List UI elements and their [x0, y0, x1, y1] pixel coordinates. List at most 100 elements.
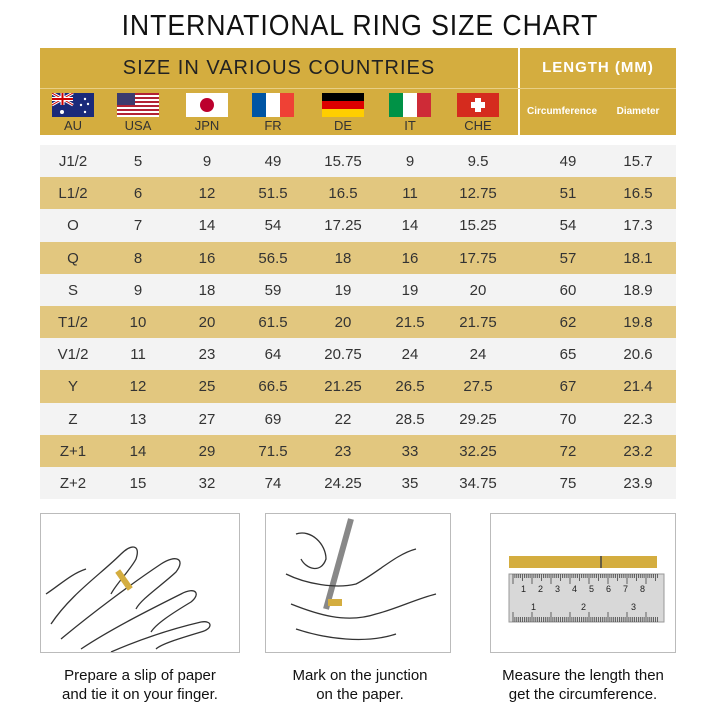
- cell-fr: 51.5: [258, 185, 288, 203]
- table-row: V1/2 11 23 64 20.75 24 24 65 20.6: [40, 338, 676, 370]
- cell-fr: 49: [264, 153, 282, 170]
- cell-diameter: 18.1: [623, 249, 653, 267]
- usa-flag-icon: [117, 93, 159, 117]
- cell-fr: 71.5: [258, 442, 288, 460]
- table-row: O 7 14 54 17.25 14 15.25 54 17.3: [40, 209, 676, 241]
- cell-circumference: 49: [559, 153, 577, 170]
- cell-au: O: [67, 217, 79, 235]
- cell-jpn: 23: [198, 346, 216, 364]
- cell-che: 20: [469, 281, 487, 299]
- ruler-inch-label: 6: [606, 584, 611, 594]
- country-it: IT: [404, 118, 416, 133]
- cell-it: 26.5: [395, 378, 425, 396]
- header-divider: [518, 48, 520, 135]
- cell-circumference: 62: [559, 313, 577, 331]
- ruler-measure-icon: 1 2 3 4 5 6 7 81 2 3: [508, 556, 665, 623]
- cell-au: V1/2: [57, 346, 89, 364]
- cell-jpn: 32: [198, 474, 216, 492]
- switzerland-flag-icon: [457, 93, 499, 117]
- cell-it: 28.5: [395, 410, 425, 428]
- cell-jpn: 27: [198, 410, 216, 428]
- cell-che: 32.25: [459, 442, 497, 460]
- cell-usa: 15: [129, 474, 147, 492]
- cell-de: 22: [334, 410, 352, 428]
- cell-diameter: 23.9: [623, 474, 653, 492]
- australia-flag-icon: [52, 93, 94, 117]
- table-row: Q 8 16 56.5 18 16 17.75 57 18.1: [40, 241, 676, 274]
- cell-it: 35: [401, 474, 419, 492]
- cell-usa: 14: [129, 442, 147, 460]
- germany-flag-icon: [322, 93, 364, 117]
- cell-diameter: 21.4: [623, 378, 653, 396]
- japan-flag-icon: [186, 93, 228, 117]
- cell-it: 19: [401, 281, 419, 299]
- hand-marking-paper-icon: [285, 518, 437, 641]
- step1-illustration: [40, 513, 240, 653]
- cell-jpn: 25: [198, 378, 216, 396]
- cell-circumference: 65: [559, 346, 577, 364]
- cell-fr: 66.5: [258, 378, 288, 396]
- ruler-inch-label: 2: [538, 584, 543, 594]
- cell-circumference: 75: [559, 474, 577, 492]
- ruler-inch-label: 3: [555, 584, 560, 594]
- cell-au: S: [67, 281, 79, 299]
- table-row: Z+1 14 29 71.5 23 33 32.25 72 23.2: [40, 434, 676, 467]
- cell-circumference: 54: [559, 217, 577, 235]
- cell-che: 24: [469, 346, 487, 364]
- cell-che: 9.5: [467, 153, 489, 170]
- country-usa: USA: [124, 118, 152, 133]
- cell-de: 20.75: [324, 346, 362, 364]
- cell-de: 19: [334, 281, 352, 299]
- ring-size-table: J1/2 5 9 49 15.75 9 9.5 49 15.7 L1/2 6 12 51.5 16.5 11…: [40, 145, 676, 500]
- table-row: T1/2 10 20 61.5 20 21.5 21.75 62 19.8: [40, 305, 676, 339]
- cell-au: Z: [68, 410, 78, 428]
- step2-caption: Mark on the junction on the paper.: [250, 666, 470, 704]
- countries-header: SIZE IN VARIOUS COUNTRIES: [122, 57, 436, 79]
- cell-de: 17.25: [324, 217, 362, 235]
- cell-usa: 7: [133, 217, 143, 235]
- step2-line2: on the paper.: [316, 686, 404, 703]
- cell-it: 16: [401, 249, 419, 267]
- table-row: J1/2 5 9 49 15.75 9 9.5 49 15.7: [40, 145, 676, 177]
- ruler-cm-label: 1: [531, 602, 536, 612]
- cell-che: 27.5: [463, 378, 493, 396]
- cell-au: Y: [67, 378, 79, 396]
- cell-fr: 74: [264, 474, 282, 492]
- cell-circumference: 67: [559, 378, 577, 396]
- cell-fr: 69: [264, 410, 282, 428]
- cell-au: Z+1: [59, 442, 87, 460]
- cell-fr: 59: [264, 281, 282, 299]
- cell-jpn: 18: [198, 281, 216, 299]
- ruler-inch-label: 5: [589, 584, 594, 594]
- ruler-cm-label: 3: [631, 602, 636, 612]
- step2-line1: Mark on the junction: [292, 667, 428, 684]
- cell-che: 15.25: [459, 217, 497, 235]
- ruler-cm-label: 2: [581, 602, 586, 612]
- step1-caption: Prepare a slip of paper and tie it on you…: [30, 666, 250, 704]
- table-row: Z+2 15 32 74 24.25 35 34.75 75 23.9: [40, 467, 676, 499]
- cell-usa: 5: [133, 153, 143, 170]
- country-fr: FR: [264, 118, 282, 133]
- cell-circumference: 70: [559, 410, 577, 428]
- cell-jpn: 16: [198, 249, 216, 267]
- cell-de: 24.25: [324, 474, 362, 492]
- cell-it: 11: [402, 185, 418, 203]
- cell-it: 33: [401, 442, 419, 460]
- cell-circumference: 72: [559, 442, 577, 460]
- cell-diameter: 15.7: [623, 153, 653, 170]
- cell-che: 21.75: [459, 313, 497, 331]
- cell-fr: 56.5: [258, 249, 288, 267]
- cell-circumference: 57: [559, 249, 577, 267]
- cell-de: 18: [334, 249, 352, 267]
- cell-usa: 8: [133, 249, 143, 267]
- cell-jpn: 29: [198, 442, 216, 460]
- step3-line2: get the circumference.: [508, 686, 658, 703]
- cell-fr: 54: [264, 217, 282, 235]
- ruler-inch-label: 8: [640, 584, 645, 594]
- country-che: CHE: [464, 118, 492, 133]
- cell-usa: 9: [133, 281, 143, 299]
- diameter-header: Diameter: [616, 106, 660, 117]
- cell-de: 15.75: [324, 153, 362, 170]
- cell-usa: 12: [129, 378, 147, 396]
